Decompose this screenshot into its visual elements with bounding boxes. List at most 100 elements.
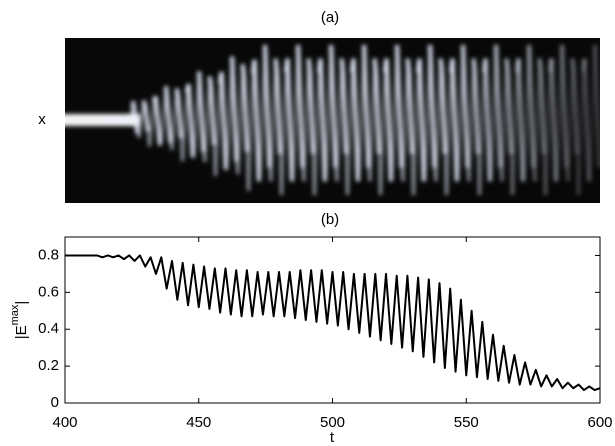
heat-streak [497,126,503,168]
heat-streak [149,117,154,133]
heat-streak [441,113,447,155]
heat-streak [452,99,458,141]
heat-streak [302,140,307,182]
heat-streak [167,123,173,143]
heat-streak [580,72,585,114]
heat-streak [194,98,199,125]
heat-streak [285,58,291,100]
heat-streak [554,167,559,182]
heat-streak [589,126,594,168]
heat-streak [200,124,206,153]
heat-streak [263,44,269,86]
heat-streak [462,85,468,127]
heat-streak [425,85,430,127]
heat-streak [372,58,378,73]
heat-streak [473,72,479,114]
heat-streak [523,126,528,168]
heat-streak [257,167,262,182]
heat-streak [560,44,566,86]
heat-streak [469,99,474,141]
heat-streak [337,99,342,141]
heat-streak [151,101,156,118]
heat-streak [365,126,371,168]
heat-streak [424,126,429,168]
heat-streak [587,167,592,182]
heat-streak [464,126,470,168]
heat-streak [250,73,255,114]
heat-streak [210,114,216,146]
heat-streak [243,113,249,152]
heat-streak [363,85,369,127]
heat-streak [205,105,210,135]
heat-streak [264,85,270,127]
heat-streak [419,99,425,141]
heat-streak [514,72,519,114]
x-tick-label: 450 [186,414,211,431]
heat-streak [174,88,180,96]
heat-streak [134,121,140,134]
heat-streak [530,126,536,168]
x-tick-label: 550 [454,414,479,431]
heat-streak [504,58,510,73]
x-tick-label: 600 [587,414,612,431]
heat-streak [570,58,576,73]
heat-streak [405,58,411,73]
heat-streak [436,99,441,141]
heat-streak [578,113,583,155]
heat-streak [293,85,298,127]
heat-streak [280,154,285,196]
heat-streak [325,126,330,168]
heat-streak [137,125,142,138]
heat-streak [226,125,231,160]
heat-streak [231,90,237,126]
heat-streak [593,44,599,86]
heat-streak [141,99,147,106]
x-tick-label: 500 [320,414,345,431]
heat-streak [557,85,562,127]
heat-streak [379,154,384,196]
heat-streak [544,154,549,196]
heat-streak [221,103,227,137]
heat-streak [164,86,170,105]
heat-streak [127,120,131,125]
heat-streak [403,99,408,141]
heat-streak [161,104,166,124]
heat-streak [521,167,526,182]
heat-streak [380,113,385,155]
heat-streak [128,111,133,122]
heat-streak [396,85,402,127]
heat-streak [308,72,314,114]
heat-streak [101,118,106,123]
heat-streak [507,113,513,155]
heat-streak [165,104,171,124]
y-tick-label: 0 [51,394,59,411]
heat-streak [143,104,149,118]
heat-streak [438,58,444,73]
heat-streak [370,99,375,141]
heat-streak [297,85,303,127]
heat-streak [431,126,437,168]
heat-streak [471,58,477,73]
heat-streak [506,72,512,114]
heat-streak [191,149,196,158]
heat-streak [375,113,381,155]
heat-streak [144,117,150,132]
heat-streak [417,58,423,100]
heat-streak [351,58,357,100]
heat-streak [123,120,129,125]
heat-streak [563,126,569,168]
heat-streak [556,126,561,168]
heat-streak [316,72,321,114]
heat-streak [551,99,557,141]
heat-streak [227,91,232,126]
heat-streak [500,140,505,182]
panel-a-title: (a) [321,9,339,26]
heat-streak [323,167,328,182]
heat-streak [332,126,338,168]
plot-frame [64,236,601,404]
heat-streak [275,72,281,114]
heat-streak [122,117,128,123]
heat-streak [110,116,115,122]
heat-streak [474,113,480,155]
